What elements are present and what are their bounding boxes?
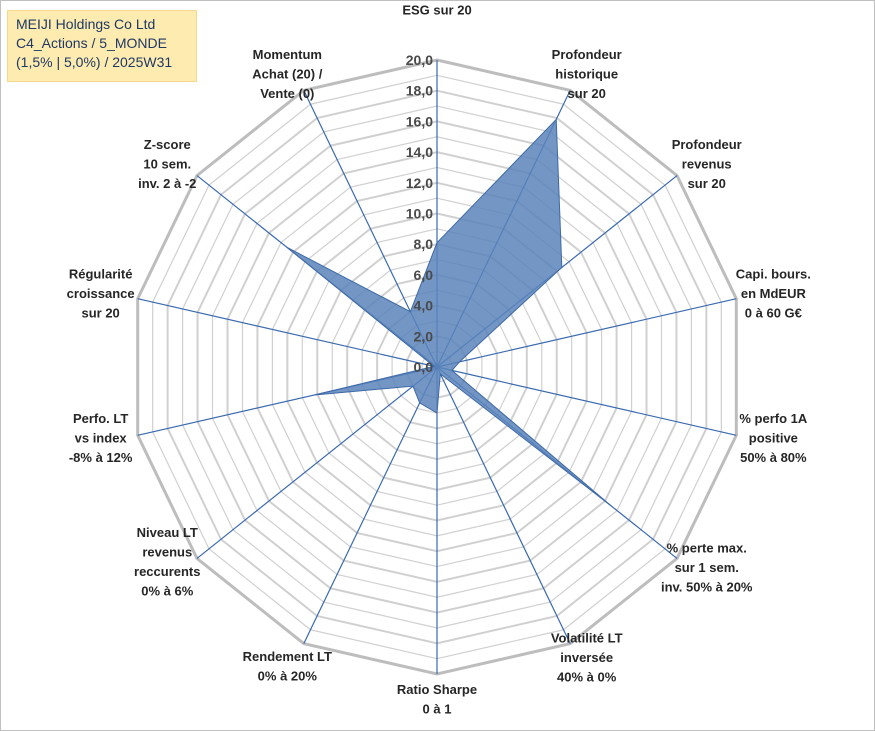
axis-label-0: NoteESG sur 20 (402, 3, 471, 18)
axis-label-4: % perfo 1A positive 50% à 80% (739, 411, 808, 465)
axis-label-line: inv. 50% à 20% (661, 580, 753, 595)
tick-label: 2,0 (414, 328, 434, 344)
axis-label-line: inversée (560, 650, 613, 665)
axis-label-line: historique (555, 67, 618, 82)
axis-label-line: Perfo. LT (73, 411, 128, 426)
axis-label-line: sur 1 sem. (675, 560, 739, 575)
axis-label-line: Profondeur (552, 47, 622, 62)
axis-label-13: Momentum Achat (20) / Vente (0) (252, 47, 322, 101)
tick-label: 0,0 (414, 359, 434, 375)
axis-label-5: % perte max. sur 1 sem. inv. 50% à 20% (661, 541, 753, 595)
axis-label-12: Z-score 10 sem. inv. 2 à -2 (138, 137, 196, 191)
axis-label-line: ESG sur 20 (402, 3, 471, 18)
axis-label-line: 10 sem. (143, 156, 191, 171)
tick-label: 4,0 (414, 298, 434, 314)
axis-label-line: revenus (142, 544, 192, 559)
title-line-2: C4_Actions / 5_MONDE (16, 35, 167, 51)
axis-label-line: inv. 2 à -2 (138, 176, 196, 191)
tick-label: 12,0 (406, 175, 433, 191)
axis-label-line: vs index (75, 430, 128, 445)
title-box: MEIJI Holdings Co Ltd C4_Actions / 5_MON… (7, 10, 197, 82)
axis-label-3: Capi. bours. en MdEUR 0 à 60 G€ (736, 267, 811, 321)
axis-spoke (196, 366, 438, 559)
tick-label: 18,0 (406, 83, 433, 99)
axis-label-line: Profondeur (672, 137, 742, 152)
title-line-1: MEIJI Holdings Co Ltd (16, 16, 156, 32)
tick-label: 8,0 (414, 236, 434, 252)
label-layer: NoteESG sur 20 Profondeur historique sur 20… (67, 3, 811, 717)
title-line-3: (1,5% | 5,0%) / 2025W31 (16, 54, 173, 70)
axis-label-line: Achat (20) / (252, 67, 322, 82)
axis-label-line: 0% à 20% (258, 668, 318, 683)
axis-label-8: Rendement LT 0% à 20% (243, 649, 332, 684)
axis-label-line: 0 à 60 G€ (745, 306, 802, 321)
axis-label-line: 50% à 80% (740, 450, 807, 465)
tick-label: 6,0 (414, 267, 434, 283)
tick-label: 10,0 (406, 206, 433, 222)
axis-label-line: Ratio Sharpe (397, 682, 477, 697)
axis-label-9: Niveau LT revenus reccurents 0% à 6% (134, 525, 200, 599)
axis-label-line: Rendement LT (243, 649, 332, 664)
axis-label-line: Niveau LT (137, 525, 198, 540)
axis-label-line: 0% à 6% (141, 583, 193, 598)
tick-label: 14,0 (406, 144, 433, 160)
tick-label: 20,0 (406, 52, 433, 68)
axis-label-line: reccurents (134, 564, 200, 579)
axis-label-line: en MdEUR (741, 286, 807, 301)
axis-label-6: Volatilité LT inversée 40% à 0% (551, 630, 623, 684)
axis-label-line: croissance (67, 286, 135, 301)
axis-label-line: Momentum (253, 47, 322, 62)
tick-label: 16,0 (406, 113, 433, 129)
axis-label-10: Perfo. LT vs index -8% à 12% (69, 411, 133, 465)
axis-label-line: -8% à 12% (69, 450, 133, 465)
axis-label-line: revenus (682, 156, 732, 171)
axis-label-line: Z-score (144, 137, 191, 152)
axis-label-line: Régularité (69, 267, 133, 282)
axis-label-1: Profondeur historique sur 20 (552, 47, 622, 101)
axis-spoke (436, 366, 737, 436)
axis-label-line: sur 20 (81, 306, 119, 321)
axis-label-line: Vente (0) (260, 86, 314, 101)
axis-label-line: sur 20 (568, 86, 606, 101)
axis-label-11: Régularité croissance sur 20 (67, 267, 135, 321)
tick-layer: 0,0 2,0 4,0 6,0 8,0 10,0 12,0 14,0 16,0 18,0 20,0 (406, 52, 433, 375)
axis-spoke (137, 298, 438, 368)
axis-label-line: sur 20 (688, 176, 726, 191)
axis-label-line: % perfo 1A (739, 411, 808, 426)
axis-label-line: Volatilité LT (551, 630, 623, 645)
axis-spoke (436, 366, 571, 644)
axis-spoke (436, 298, 737, 368)
axis-label-line: % perte max. (667, 541, 747, 556)
axis-label-line: Capi. bours. (736, 267, 811, 282)
axis-label-line: 40% à 0% (557, 669, 617, 684)
axis-label-line: 0 à 1 (423, 702, 452, 717)
axis-spoke (303, 366, 438, 644)
axis-label-2: Profondeur revenus sur 20 (672, 137, 742, 191)
data-layer (286, 118, 613, 508)
axis-label-7: Ratio Sharpe 0 à 1 (397, 682, 477, 717)
axis-label-line: positive (749, 430, 798, 445)
